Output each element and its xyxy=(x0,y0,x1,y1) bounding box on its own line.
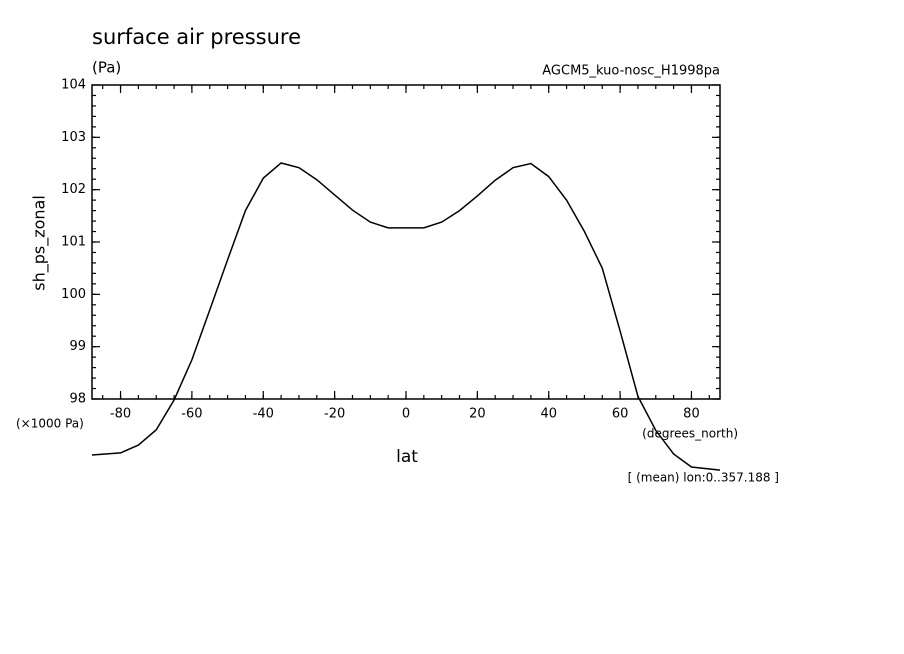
model-label: AGCM5_kuo-nosc_H1998pa xyxy=(542,64,720,79)
x-tick-label: -80 xyxy=(110,407,131,422)
y-axis-label: sh_ps_zonal xyxy=(30,195,50,291)
y-tick-label: 102 xyxy=(61,182,86,197)
x-tick-label: -20 xyxy=(324,407,345,422)
x-tick-label: 40 xyxy=(540,407,557,422)
chart-title: surface air pressure xyxy=(92,25,301,49)
x-tick-label: -40 xyxy=(253,407,274,422)
y-tick-label: 104 xyxy=(61,78,86,93)
y-tick-label: 103 xyxy=(61,130,86,145)
x-axis-label: lat xyxy=(396,447,418,467)
x-tick-label: 60 xyxy=(612,407,629,422)
line xyxy=(91,162,721,471)
x-tick-label: 80 xyxy=(683,407,700,422)
note: [ (mean) lon:0..357.188 ] xyxy=(628,471,779,485)
x-tick-label: 20 xyxy=(469,407,486,422)
units: (Pa) xyxy=(92,59,121,77)
y-unit: (×1000 Pa) xyxy=(16,417,84,431)
x-tick-label: -60 xyxy=(181,407,202,422)
x-unit: (degrees_north) xyxy=(642,427,738,441)
y-tick-label: 98 xyxy=(69,392,86,407)
x-tick-label: 0 xyxy=(402,407,410,422)
y-tick-label: 99 xyxy=(69,339,86,354)
y-tick-label: 100 xyxy=(61,287,86,302)
y-tick-label: 101 xyxy=(61,235,86,250)
